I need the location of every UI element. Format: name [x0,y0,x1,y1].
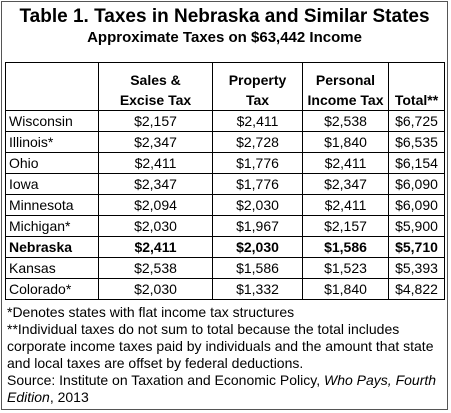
header-cell [5,62,99,111]
header-cell: Total** [388,62,445,111]
header-line: Personal [315,72,376,88]
source-text: Source: Institute on Taxation and Econom… [7,372,324,388]
note: **Individual taxes do not sum to total b… [7,321,434,371]
value-cell: $6,090 [388,194,445,216]
value-cell: $2,094 [98,194,213,216]
value-cell: $2,411 [302,152,389,174]
header-line: Sales & [130,72,181,88]
header-row: Sales & Excise Tax Property Tax Personal Inco… [5,62,445,111]
value-cell: $1,967 [212,215,303,237]
source-year: , 2013 [49,389,89,405]
value-cell: $1,840 [302,278,389,300]
header-cell: Property Tax [212,62,303,111]
value-cell: $2,347 [98,131,213,153]
value-cell: $1,776 [212,152,303,174]
value-cell: $2,157 [302,215,389,237]
value-cell: $2,538 [302,110,389,132]
header-line: Total** [394,92,439,108]
value-cell: $1,586 [302,236,389,258]
state-cell: Iowa [5,173,99,195]
value-cell: $1,332 [212,278,303,300]
value-cell: $2,411 [98,236,213,258]
state-cell: Nebraska [5,236,99,258]
title: Table 1. Taxes in Nebraska and Similar S… [19,6,430,27]
header-line: Tax [245,92,270,108]
state-cell: Colorado* [5,278,99,300]
value-cell: $6,535 [388,131,445,153]
state-cell: Ohio [5,152,99,174]
header-line: Income Tax [307,92,384,108]
value-cell: $2,538 [98,257,213,279]
header-line: Property [228,72,287,88]
table-row: Wisconsin $2,157 $2,411 $2,538 $6,725 [5,110,445,132]
state-cell: Wisconsin [5,110,99,132]
value-cell: $2,157 [98,110,213,132]
source: Source: Institute on Taxation and Econom… [7,372,439,406]
header-line: Excise Tax [119,92,192,108]
note: *Denotes states with flat income tax str… [7,304,295,320]
value-cell: $6,154 [388,152,445,174]
value-cell: $5,393 [388,257,445,279]
header-cell: Sales & Excise Tax [98,62,213,111]
value-cell: $2,030 [98,215,213,237]
value-cell: $4,822 [388,278,445,300]
tax-table: Sales & Excise Tax Property Tax Personal Inco… [5,62,445,300]
table-row: Ohio $2,411 $1,776 $2,411 $6,154 [5,152,445,174]
value-cell: $2,347 [98,173,213,195]
table-row: Michigan* $2,030 $1,967 $2,157 $5,900 [5,215,445,237]
notes: *Denotes states with flat income tax str… [7,304,439,406]
value-cell: $1,776 [212,173,303,195]
value-cell: $2,728 [212,131,303,153]
value-cell: $1,586 [212,257,303,279]
table-row: Kansas $2,538 $1,586 $1,523 $5,393 [5,257,445,279]
state-cell: Kansas [5,257,99,279]
value-cell: $2,411 [212,110,303,132]
value-cell: $2,347 [302,173,389,195]
state-cell: Illinois* [5,131,99,153]
header-cell: Personal Income Tax [302,62,389,111]
value-cell: $2,411 [302,194,389,216]
value-cell: $2,411 [98,152,213,174]
table-row: Iowa $2,347 $1,776 $2,347 $6,090 [5,173,445,195]
table-row: Minnesota $2,094 $2,030 $2,411 $6,090 [5,194,445,216]
state-cell: Michigan* [5,215,99,237]
table-row: Illinois* $2,347 $2,728 $1,840 $6,535 [5,131,445,153]
subtitle: Approximate Taxes on $63,442 Income [87,29,362,46]
value-cell: $2,030 [98,278,213,300]
value-cell: $5,900 [388,215,445,237]
value-cell: $1,523 [302,257,389,279]
value-cell: $5,710 [388,236,445,258]
value-cell: $1,840 [302,131,389,153]
value-cell: $6,090 [388,173,445,195]
source-title: Who Pays, Fourth Edition [7,372,437,405]
state-cell: Minnesota [5,194,99,216]
table-row: Nebraska $2,411 $2,030 $1,586 $5,710 [5,236,445,258]
value-cell: $2,030 [212,194,303,216]
value-cell: $2,030 [212,236,303,258]
table-row: Colorado* $2,030 $1,332 $1,840 $4,822 [5,278,445,300]
value-cell: $6,725 [388,110,445,132]
